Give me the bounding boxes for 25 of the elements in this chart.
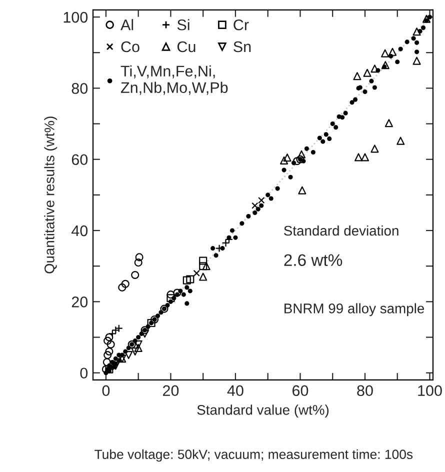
y-tick-label: 20 (72, 296, 88, 308)
annotation: Standard deviation (284, 225, 398, 236)
text: Tube voltage: 50kV; vacuum; measurement time: 100s (94, 449, 413, 462)
x-tick-label: 60 (292, 385, 308, 396)
legend-label: Cu (177, 41, 196, 52)
x-tick-label: 0 (102, 385, 110, 396)
x-tick-label: 20 (162, 385, 179, 396)
y-tick-label: 0 (80, 368, 88, 379)
y-tick-label: 60 (72, 154, 88, 166)
x-axis-title: Standard value (wt%) (197, 404, 329, 418)
y-tick-label: 40 (72, 225, 88, 236)
x-tick-label: 80 (357, 385, 373, 396)
legend-label: Sn (234, 41, 251, 52)
y-tick-label: 80 (72, 83, 88, 94)
legend-label: Si (177, 19, 190, 30)
legend-label: Cr (234, 19, 249, 30)
x-tick-label: 100 (418, 385, 442, 396)
legend-label: Ti,V,Mn,Fe,Ni, Zn,Nb,Mo,W,Pb (120, 65, 228, 95)
annotation: BNRM 99 alloy sample (284, 303, 424, 316)
x-tick-label: 40 (227, 385, 244, 396)
annotation: 2.6 wt% (284, 254, 342, 266)
legend-label: Al (120, 19, 134, 30)
y-axis-title: Quantitative results (wt%) (44, 116, 58, 274)
legend-label: Co (121, 41, 140, 52)
y-tick-label: 100 (64, 12, 88, 23)
